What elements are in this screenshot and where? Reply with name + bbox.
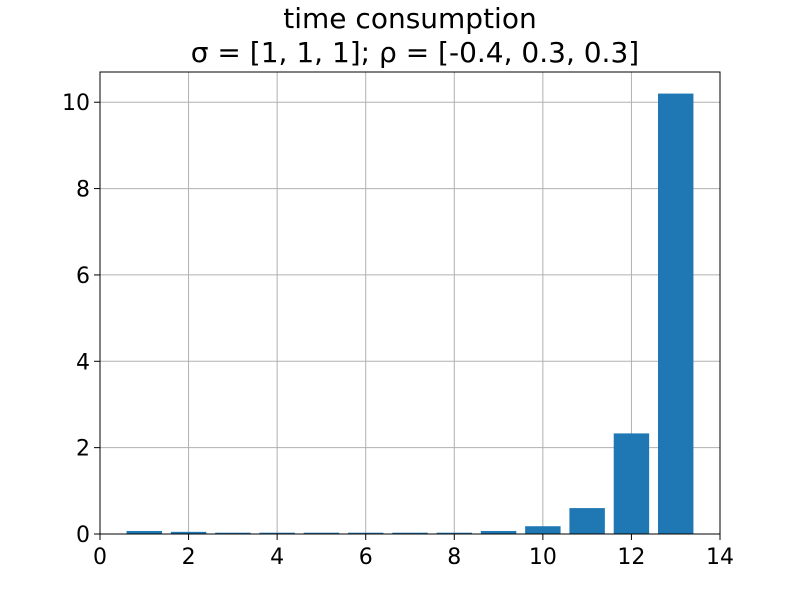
- grid-lines: [99, 72, 721, 535]
- y-tick-label: 8: [76, 178, 90, 203]
- x-tick-label: 14: [706, 545, 734, 570]
- x-tick-label: 4: [270, 545, 284, 570]
- bar: [348, 532, 384, 534]
- axes: 0 2 4 6 8 10 12 14 0 2 4 6 8 10: [62, 71, 734, 570]
- bar: [525, 526, 561, 534]
- y-tick-label: 10: [62, 91, 90, 116]
- x-tick-label: 6: [359, 545, 373, 570]
- bar: [303, 532, 340, 534]
- bar: [126, 530, 162, 534]
- x-tick-label: 10: [529, 545, 557, 570]
- y-tick-label: 0: [76, 523, 90, 548]
- y-tick-label: 6: [76, 264, 90, 289]
- bars: [126, 93, 694, 535]
- x-tick-label: 12: [617, 545, 645, 570]
- bar: [480, 530, 517, 534]
- bar: [259, 532, 295, 534]
- plot-frame: [99, 71, 721, 535]
- bar: [392, 532, 428, 534]
- y-tick-label: 2: [76, 437, 90, 462]
- bar: [613, 433, 650, 534]
- bar: [215, 532, 251, 534]
- bar: [436, 532, 472, 534]
- y-tick-label: 4: [76, 350, 90, 375]
- x-tick-label: 8: [447, 545, 461, 570]
- chart-subtitle: σ = [1, 1, 1]; ρ = [-0.4, 0.3, 0.3]: [191, 36, 639, 69]
- x-tick-label: 2: [182, 545, 196, 570]
- chart-title: time consumption: [283, 2, 536, 35]
- x-tick-label: 0: [93, 545, 107, 570]
- bar: [569, 508, 605, 534]
- bar: [170, 531, 207, 534]
- bar: [658, 93, 694, 535]
